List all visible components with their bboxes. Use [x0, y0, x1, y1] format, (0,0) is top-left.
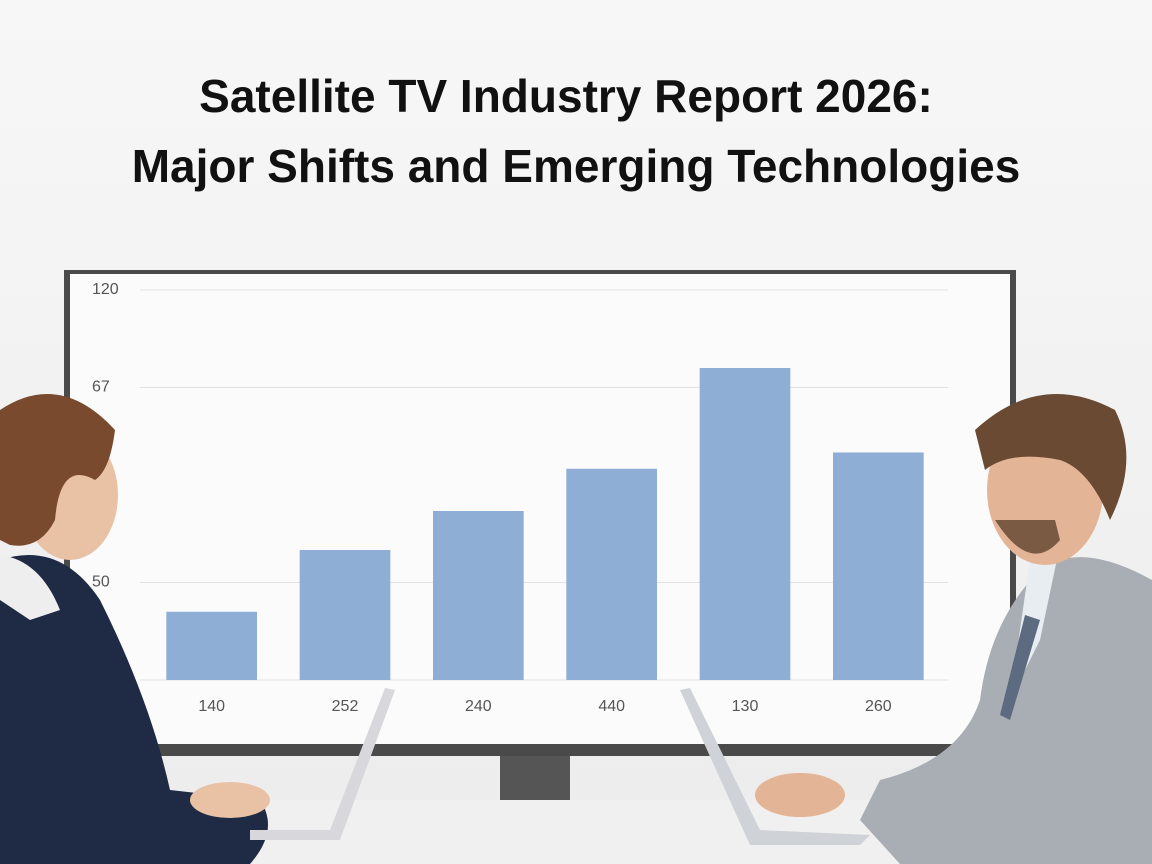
title-line: Major Shifts and Emerging Technologies	[132, 140, 1021, 192]
x-tick-label: 130	[732, 698, 759, 715]
screen-stand	[500, 750, 570, 800]
bar	[566, 468, 657, 680]
title-line: Satellite TV Industry Report 2026:	[199, 70, 933, 122]
y-tick-label: 50	[92, 574, 110, 591]
y-tick-label: 67	[92, 379, 110, 396]
bar	[699, 368, 791, 680]
x-tick-label: 260	[865, 698, 892, 715]
x-tick-label: 440	[598, 698, 625, 715]
bar	[433, 511, 524, 680]
person-left	[0, 394, 395, 864]
person-right	[680, 394, 1152, 864]
bar	[299, 550, 391, 680]
bar	[833, 452, 924, 680]
x-tick-label: 240	[465, 698, 492, 715]
y-tick-label: 120	[92, 281, 119, 298]
x-tick-label: 252	[332, 698, 359, 715]
plot: 05067120140252240440130260	[92, 281, 948, 715]
x-tick-label: 140	[198, 698, 225, 715]
bar	[166, 611, 257, 680]
